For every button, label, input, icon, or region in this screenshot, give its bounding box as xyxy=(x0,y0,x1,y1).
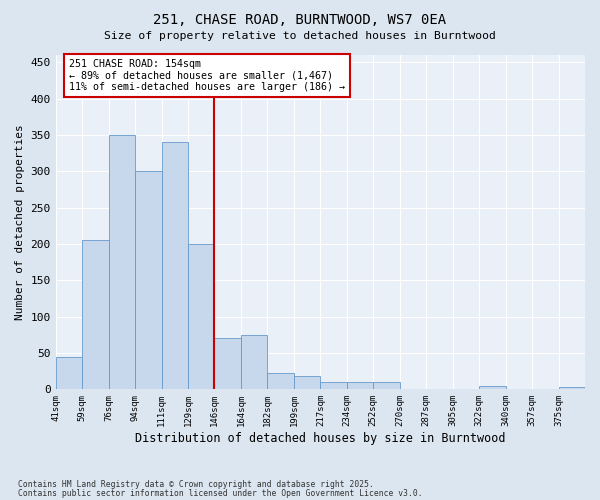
Bar xyxy=(161,142,188,390)
Bar xyxy=(109,135,135,390)
Bar xyxy=(559,387,585,390)
Bar xyxy=(135,172,161,390)
Bar xyxy=(347,382,373,390)
Bar xyxy=(479,386,506,390)
Bar xyxy=(56,356,82,390)
Text: Contains HM Land Registry data © Crown copyright and database right 2025.: Contains HM Land Registry data © Crown c… xyxy=(18,480,374,489)
Text: Size of property relative to detached houses in Burntwood: Size of property relative to detached ho… xyxy=(104,31,496,41)
Y-axis label: Number of detached properties: Number of detached properties xyxy=(15,124,25,320)
Bar xyxy=(268,374,294,390)
Text: 251 CHASE ROAD: 154sqm
← 89% of detached houses are smaller (1,467)
11% of semi-: 251 CHASE ROAD: 154sqm ← 89% of detached… xyxy=(69,58,345,92)
Text: Contains public sector information licensed under the Open Government Licence v3: Contains public sector information licen… xyxy=(18,489,422,498)
Bar xyxy=(320,382,347,390)
X-axis label: Distribution of detached houses by size in Burntwood: Distribution of detached houses by size … xyxy=(135,432,506,445)
Bar xyxy=(373,382,400,390)
Bar xyxy=(188,244,214,390)
Bar xyxy=(214,338,241,390)
Bar xyxy=(82,240,109,390)
Bar xyxy=(241,335,268,390)
Bar xyxy=(294,376,320,390)
Text: 251, CHASE ROAD, BURNTWOOD, WS7 0EA: 251, CHASE ROAD, BURNTWOOD, WS7 0EA xyxy=(154,12,446,26)
